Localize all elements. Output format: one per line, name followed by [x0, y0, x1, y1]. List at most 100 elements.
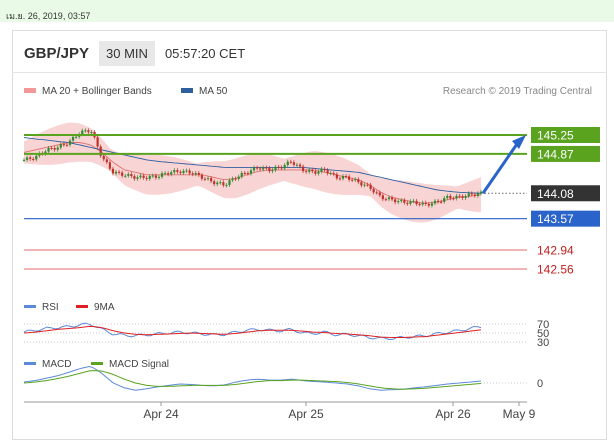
candle — [87, 130, 90, 133]
candle — [209, 178, 213, 182]
clock: 05:57:20 CET — [164, 45, 246, 61]
rsi-legend-label: RSI — [42, 302, 59, 313]
candle — [22, 159, 26, 161]
candle — [139, 175, 142, 178]
candle — [268, 167, 271, 172]
target-label: 142.94 — [537, 244, 574, 258]
resistance-label-box — [531, 145, 600, 162]
current-price-label: 144.08 — [537, 187, 574, 201]
candle — [121, 172, 124, 176]
candle — [179, 171, 182, 174]
forecast-arrow-shaft — [481, 143, 519, 195]
candle — [194, 172, 197, 175]
candle — [277, 166, 280, 168]
candle — [68, 140, 72, 145]
timeframe-badge[interactable]: 30 MIN — [99, 40, 155, 66]
candle — [295, 164, 299, 166]
candle — [259, 168, 262, 170]
candle — [136, 177, 139, 179]
candle — [274, 166, 277, 171]
candle — [397, 201, 400, 203]
candle — [354, 179, 357, 181]
support-label-box — [531, 210, 600, 227]
header-divider — [12, 72, 607, 73]
current-price-box — [531, 185, 600, 202]
candle — [163, 173, 167, 175]
candle — [185, 170, 188, 172]
candle — [81, 130, 84, 135]
candle — [406, 202, 409, 204]
macd-legend-label: MACD — [42, 359, 71, 370]
time-axis-label: Apr 25 — [288, 407, 324, 421]
candle — [222, 182, 225, 186]
candle — [348, 176, 351, 180]
candle — [53, 148, 56, 150]
candle — [59, 144, 62, 148]
candle — [206, 178, 210, 180]
candle — [289, 161, 292, 163]
candle — [369, 184, 372, 190]
candle — [216, 182, 219, 185]
candle — [280, 167, 283, 169]
rsi-tick-label: 30 — [537, 337, 549, 349]
candle — [357, 179, 360, 183]
candle — [271, 170, 274, 172]
candle — [464, 196, 467, 199]
candle — [44, 151, 47, 154]
candle — [317, 171, 320, 174]
candle — [418, 204, 421, 206]
candle — [75, 136, 78, 138]
candle — [154, 175, 157, 178]
candle — [256, 167, 259, 169]
candle — [320, 168, 323, 172]
candle — [145, 177, 148, 179]
chart-header: GBP/JPY 30 MIN 05:57:20 CET — [24, 40, 245, 66]
candle — [421, 202, 424, 205]
time-axis: Apr 24 Apr 25 Apr 26 May 9 — [24, 401, 536, 421]
price-panel — [22, 122, 483, 223]
candle — [387, 197, 391, 200]
candle — [173, 170, 176, 173]
candle — [403, 200, 406, 203]
candle — [170, 172, 173, 175]
macd-signal-legend-swatch — [91, 362, 103, 365]
candle — [433, 200, 437, 204]
candle — [308, 169, 311, 172]
rsi-ma-line — [23, 325, 482, 338]
candle — [378, 192, 381, 196]
candle — [197, 172, 200, 175]
candle — [311, 169, 314, 172]
candle — [363, 184, 366, 186]
candle — [302, 166, 305, 172]
candle — [249, 170, 253, 174]
candle — [32, 158, 35, 160]
candle — [225, 184, 228, 186]
macd-signal-line — [23, 370, 482, 390]
resistance-label-box — [531, 127, 600, 143]
price-levels: 145.25 144.87 144.08 143.57 142.94 142.56 — [24, 127, 600, 276]
candle — [99, 146, 102, 156]
candle — [351, 179, 354, 181]
ma50-legend-swatch — [181, 88, 193, 93]
candle — [384, 199, 388, 201]
bollinger-bands — [24, 122, 481, 223]
candle — [240, 172, 243, 177]
candle — [452, 198, 455, 200]
candle — [47, 147, 50, 152]
candle — [443, 198, 446, 202]
candle — [108, 162, 111, 169]
candle — [142, 175, 145, 178]
candle — [381, 195, 384, 200]
candle — [56, 147, 59, 150]
candle — [286, 161, 289, 166]
candle — [25, 157, 29, 160]
candle — [390, 197, 394, 200]
time-axis-label: Apr 24 — [143, 407, 179, 421]
rsi-tick-label: 70 — [537, 319, 549, 331]
candle — [228, 180, 231, 185]
candle — [436, 200, 440, 202]
candle — [213, 181, 216, 185]
candle — [111, 168, 115, 174]
candle — [231, 178, 234, 181]
